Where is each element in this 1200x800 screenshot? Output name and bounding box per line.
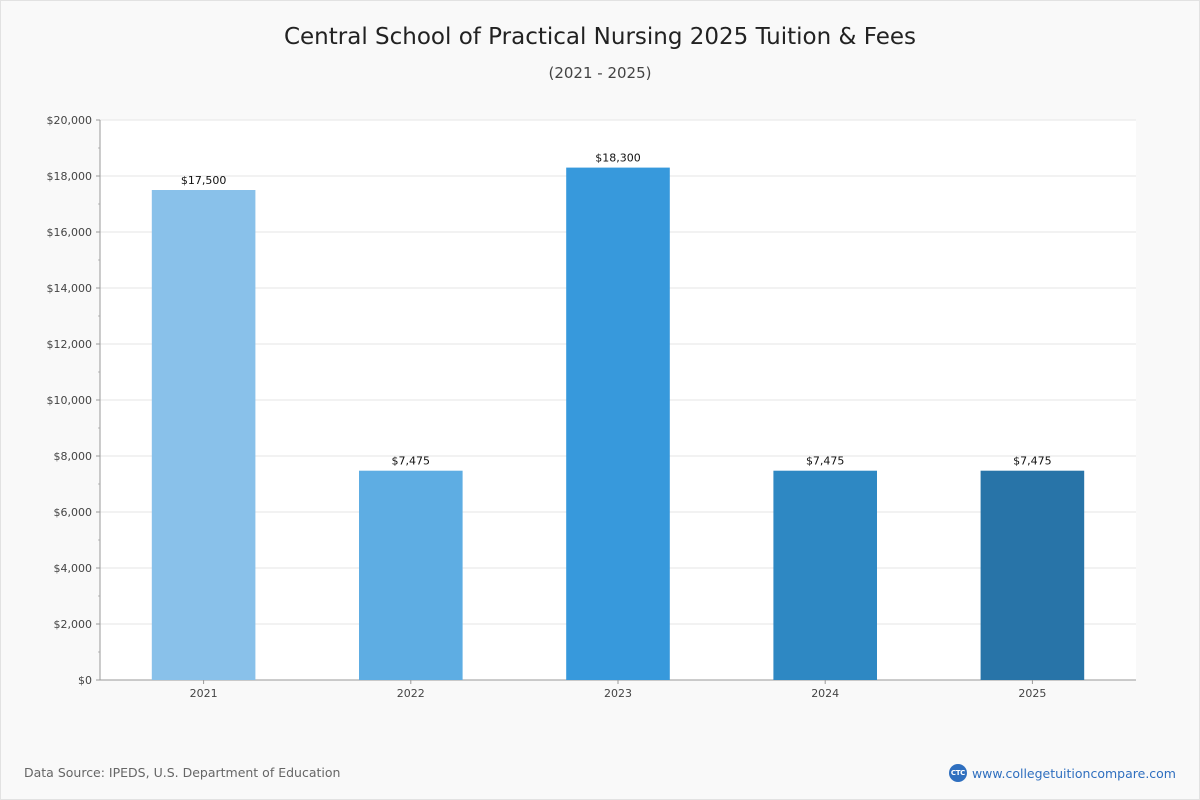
y-tick-label: $20,000 <box>47 114 93 127</box>
x-tick-label: 2022 <box>397 687 425 700</box>
y-tick-label: $4,000 <box>54 562 93 575</box>
y-tick-label: $8,000 <box>54 450 93 463</box>
x-tick-label: 2023 <box>604 687 632 700</box>
data-label: $7,475 <box>806 455 845 468</box>
bar-2021 <box>151 190 256 680</box>
bar-2024 <box>773 470 877 680</box>
y-tick-label: $18,000 <box>47 170 93 183</box>
data-source-note: Data Source: IPEDS, U.S. Department of E… <box>24 765 341 780</box>
chart-title: Central School of Practical Nursing 2025… <box>283 24 917 50</box>
bar-2022 <box>359 470 463 680</box>
x-tick-label: 2021 <box>190 687 218 700</box>
data-label: $17,500 <box>181 174 227 187</box>
ctc-logo-icon: CTC <box>948 764 967 782</box>
bar-2025 <box>980 470 1085 680</box>
y-tick-label: $2,000 <box>54 618 93 631</box>
chart-subtitle: (2021 - 2025) <box>548 64 652 82</box>
y-tick-label: $0 <box>78 674 92 687</box>
y-tick-label: $6,000 <box>54 506 93 519</box>
y-tick-label: $10,000 <box>47 394 93 407</box>
bar-2023 <box>566 167 670 681</box>
y-tick-label: $12,000 <box>47 338 93 351</box>
y-tick-label: $14,000 <box>47 282 93 295</box>
brand-link[interactable]: CTC www.collegetuitioncompare.com <box>948 764 1176 782</box>
x-tick-label: 2025 <box>1018 687 1046 700</box>
data-label: $7,475 <box>1013 455 1052 468</box>
brand-url[interactable]: www.collegetuitioncompare.com <box>971 765 1176 781</box>
y-tick-label: $16,000 <box>47 226 93 239</box>
data-label: $7,475 <box>392 455 431 468</box>
data-label: $18,300 <box>595 152 641 165</box>
x-tick-label: 2024 <box>811 687 839 700</box>
